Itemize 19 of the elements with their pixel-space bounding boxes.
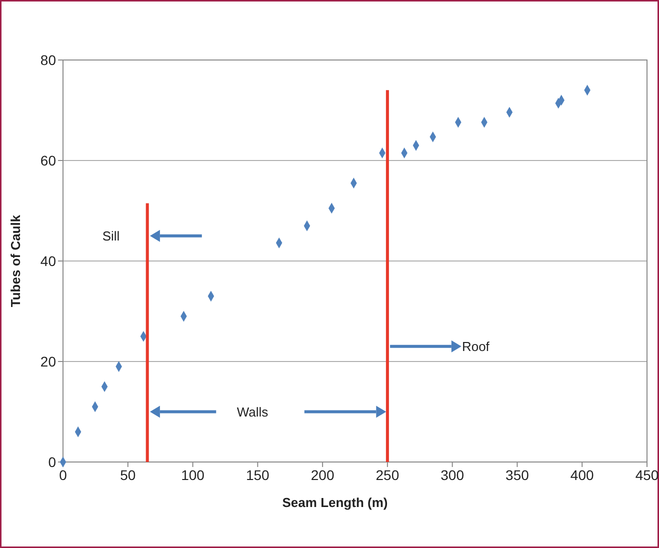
y-tick-label: 40 [40,252,56,269]
x-axis-title: Seam Length (m) [282,495,388,510]
x-tick-label: 0 [59,467,68,483]
annotation: Roof [462,338,490,354]
x-tick-label: 250 [376,467,400,483]
annotation: Walls [236,404,269,420]
x-tick-label: 100 [181,467,205,483]
x-tick-label: 350 [506,467,530,483]
x-tick-label: 300 [440,467,464,483]
annotation: Sill [102,228,120,244]
y-axis-title: Tubes of Caulk [8,214,23,308]
y-tick-label: 60 [40,152,56,168]
y-tick-label: 0 [48,454,56,470]
y-tick-label: 20 [40,353,56,370]
x-tick-label: 150 [246,467,270,483]
y-tick-label: 80 [40,52,56,68]
x-tick-label: 50 [120,467,136,483]
x-tick-label: 200 [310,467,334,483]
x-tick-label: 400 [570,467,594,483]
